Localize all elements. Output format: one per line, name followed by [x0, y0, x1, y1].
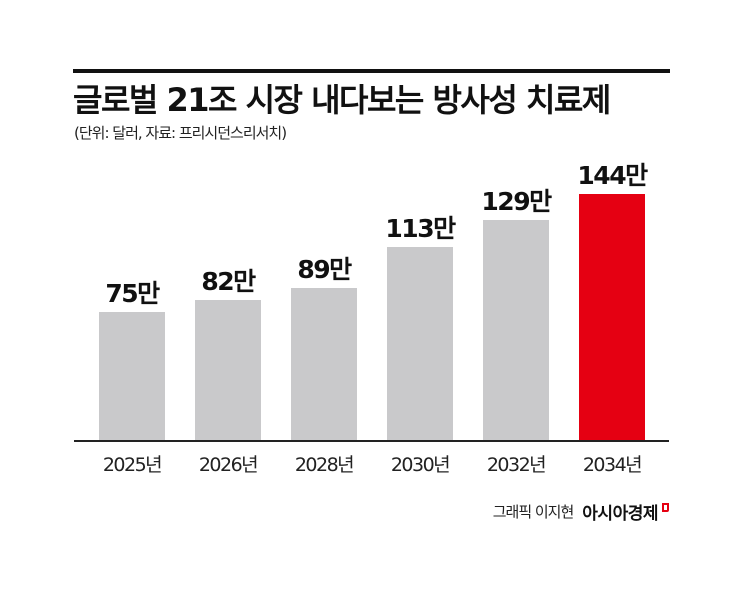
x-tick-label-2026: 2026년 [198, 454, 259, 476]
x-tick-label-2030: 2030년 [390, 454, 451, 476]
bar-2034 [579, 194, 645, 441]
value-label-2026: 82만 [201, 267, 256, 296]
bar-2030 [387, 247, 453, 441]
x-tick-label-2034: 2034년 [582, 454, 643, 476]
value-label-2030: 113만 [385, 214, 456, 243]
brand-logo-icon [662, 503, 669, 512]
bar-2026 [195, 300, 261, 441]
footer-credit: 그래픽 이지현 아시아경제 [493, 499, 669, 524]
bar-2028 [291, 288, 357, 441]
bar-2032 [483, 220, 549, 441]
x-tick-label-2032: 2032년 [486, 454, 547, 476]
graphic-credit: 그래픽 이지현 [492, 503, 575, 521]
chart-title: 글로벌 21조 시장 내다보는 방사성 치료제 [73, 81, 611, 119]
x-tick-label-2025: 2025년 [102, 454, 163, 476]
x-axis-line [74, 440, 669, 442]
value-label-2028: 89만 [297, 255, 352, 284]
chart-subtitle: (단위: 달러, 자료: 프리시던스리서치) [74, 124, 287, 142]
bar-2025 [99, 312, 165, 441]
value-label-2034: 144만 [577, 161, 648, 190]
title-top-rule [73, 69, 670, 73]
value-label-2032: 129만 [481, 187, 552, 216]
value-label-2025: 75만 [105, 279, 160, 308]
publisher-brand: 아시아경제 [582, 504, 658, 524]
x-tick-label-2028: 2028년 [294, 454, 355, 476]
